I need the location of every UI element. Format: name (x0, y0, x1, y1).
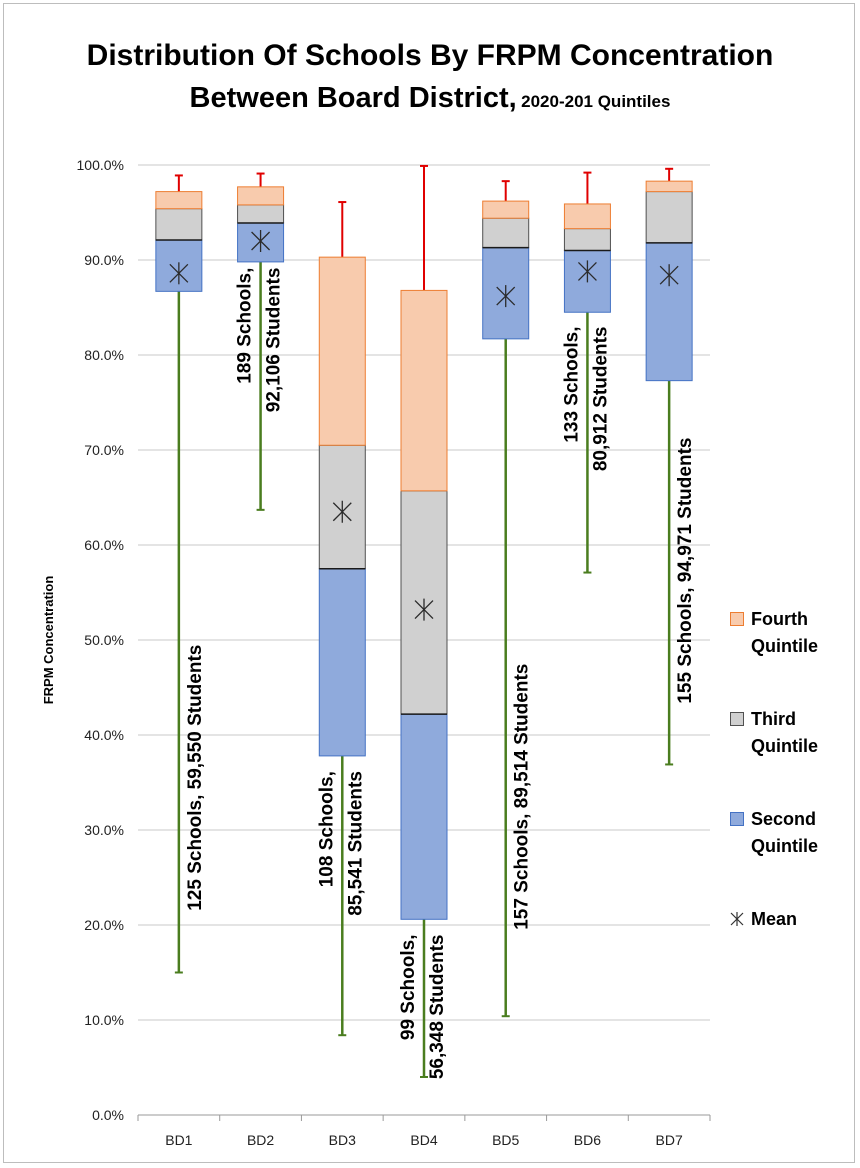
mean-marker (332, 500, 352, 523)
mean-marker (659, 264, 679, 287)
mean-marker (251, 230, 271, 252)
box-value-label-line: 133 Schools, (561, 327, 582, 443)
x-tick-label: BD5 (492, 1132, 519, 1148)
box-value-label-line: 56,348 Students (427, 935, 448, 1080)
box-bd5 (482, 180, 530, 1018)
y-axis-label: FRPM Concentration (41, 576, 56, 705)
y-tick-label: 0.0% (92, 1107, 124, 1123)
legend-item-mean: Mean (730, 906, 846, 933)
legend-mean-icon (730, 912, 744, 926)
y-tick-label: 60.0% (84, 537, 124, 553)
third-quintile-box (482, 217, 530, 249)
box-bd1 (155, 174, 203, 974)
box-value-label-line: 157 Schools, 89,514 Students (512, 664, 533, 930)
third-quintile-box (563, 228, 611, 251)
x-tick-label: BD6 (574, 1132, 601, 1148)
title-subtitle: 2020-201 Quintiles (521, 92, 671, 111)
legend-third-line1: Third (751, 709, 796, 729)
third-quintile-box (237, 204, 285, 224)
legend-swatch-second (730, 812, 744, 826)
legend-item-third: Third Quintile (730, 706, 846, 760)
box-value-label: 125 Schools, 59,550 Students (185, 645, 206, 911)
legend-fourth-line1: Fourth (751, 609, 808, 629)
second-quintile-box (645, 242, 693, 382)
y-tick-label: 20.0% (84, 917, 124, 933)
x-tick-label: BD4 (410, 1132, 437, 1148)
box-value-label: 155 Schools, 94,971 Students (675, 438, 696, 704)
fourth-quintile-box (155, 191, 203, 210)
y-tick-label: 40.0% (84, 727, 124, 743)
y-tick-label: 100.0% (77, 157, 124, 173)
y-tick-label: 90.0% (84, 252, 124, 268)
x-tick-label: BD7 (656, 1132, 683, 1148)
x-tick-label: BD3 (329, 1132, 356, 1148)
legend-item-second: Second Quintile (730, 806, 846, 860)
fourth-quintile-box (400, 289, 448, 492)
mean-marker (169, 262, 189, 285)
box-bd3 (318, 201, 366, 1037)
legend-second-line1: Second (751, 809, 817, 829)
x-tick-label: BD2 (247, 1132, 274, 1148)
fourth-quintile-box (237, 186, 285, 206)
mean-marker (496, 285, 516, 308)
box-value-label: 189 Schools, 92,106 Students (235, 268, 285, 413)
y-tick-label: 30.0% (84, 822, 124, 838)
legend-fourth-line2: Quintile (751, 636, 818, 656)
second-quintile-box (318, 568, 366, 757)
fourth-quintile-box (645, 180, 693, 193)
box-value-label: 99 Schools, 56,348 Students (398, 935, 448, 1080)
third-quintile-box (155, 208, 203, 241)
box-value-label: 108 Schools, 85,541 Students (316, 771, 366, 916)
box-value-label-line: 189 Schools, (235, 268, 256, 384)
fourth-quintile-box (563, 203, 611, 230)
third-quintile-box (645, 191, 693, 244)
y-tick-label: 50.0% (84, 632, 124, 648)
box-value-label-line: 125 Schools, 59,550 Students (185, 645, 206, 911)
legend-swatch-fourth (730, 612, 744, 626)
box-value-label-line: 80,912 Students (590, 327, 611, 472)
chart-title: Distribution Of Schools By FRPM Concentr… (0, 34, 860, 124)
fourth-quintile-box (482, 200, 530, 219)
box-bd4 (400, 164, 448, 1078)
title-line-1: Distribution Of Schools By FRPM Concentr… (86, 39, 774, 72)
box-bd2 (237, 172, 285, 511)
box-value-label-line: 99 Schools, (398, 935, 419, 1041)
legend-item-fourth: Fourth Quintile (730, 606, 846, 660)
box-bd6 (563, 171, 611, 574)
box-value-label-line: 108 Schools, (316, 771, 337, 887)
legend-second-line2: Quintile (751, 836, 818, 856)
box-bd7 (645, 167, 693, 766)
y-tick-label: 70.0% (84, 442, 124, 458)
y-tick-label: 10.0% (84, 1012, 124, 1028)
fourth-quintile-box (318, 256, 366, 446)
legend-swatch-third (730, 712, 744, 726)
box-value-label-line: 92,106 Students (264, 268, 285, 413)
legend-third-line2: Quintile (751, 736, 818, 756)
box-value-label-line: 155 Schools, 94,971 Students (675, 438, 696, 704)
mean-marker (577, 260, 597, 283)
box-value-label: 133 Schools, 80,912 Students (561, 327, 611, 472)
box-value-label-line: 85,541 Students (345, 771, 366, 916)
x-tick-label: BD1 (165, 1132, 192, 1148)
legend-mean-label: Mean (751, 909, 798, 929)
y-tick-label: 80.0% (84, 347, 124, 363)
chart-frame (3, 3, 855, 1163)
title-line-2: Between Board District, (189, 82, 517, 114)
second-quintile-box (400, 713, 448, 920)
mean-marker (414, 598, 434, 621)
box-value-label: 157 Schools, 89,514 Students (512, 664, 533, 930)
